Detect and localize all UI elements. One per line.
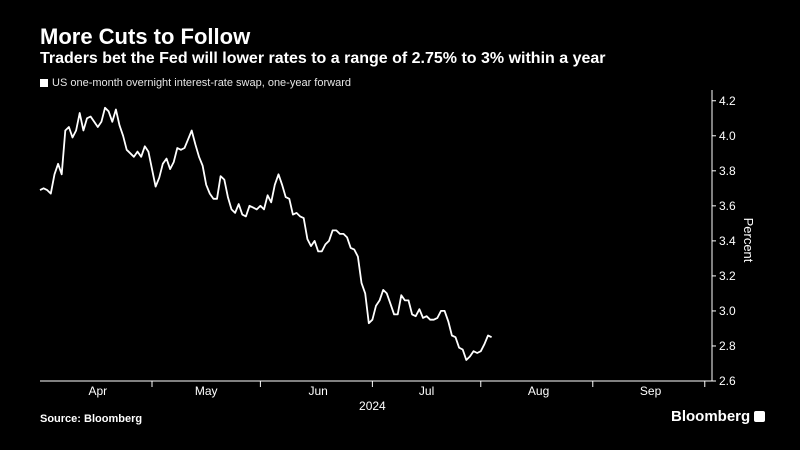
- brand-name: Bloomberg: [671, 408, 751, 425]
- chart-title: More Cuts to Follow: [40, 24, 251, 49]
- x-tick-label: Aug: [528, 384, 549, 398]
- bloomberg-logo: Bloomberg: [671, 408, 766, 425]
- y-tick-label: 3.6: [719, 199, 736, 213]
- y-tick-label: 3.2: [719, 269, 736, 283]
- y-tick-label: 4.0: [719, 129, 736, 143]
- source-note: Source: Bloomberg: [40, 413, 143, 425]
- y-axis: 2.6 2.8 3.0 3.2 3.4 3.6 3.8 4.0 4.2: [711, 90, 736, 388]
- x-axis: Apr May Jun Jul Aug Sep: [40, 380, 712, 398]
- legend-swatch: [40, 79, 48, 87]
- x-tick-label: Sep: [640, 384, 662, 398]
- legend: US one-month overnight interest-rate swa…: [40, 77, 351, 89]
- y-tick-label: 3.8: [719, 164, 736, 178]
- legend-label: US one-month overnight interest-rate swa…: [52, 77, 351, 89]
- y-tick-label: 4.2: [719, 94, 736, 108]
- chart-subtitle: Traders bet the Fed will lower rates to …: [40, 50, 606, 67]
- x-tick-label: May: [195, 384, 218, 398]
- y-tick-label: 3.0: [719, 304, 736, 318]
- y-tick-label: 2.8: [719, 339, 736, 353]
- x-tick-label: Apr: [88, 384, 107, 398]
- y-axis-label: Percent: [741, 218, 756, 263]
- y-tick-label: 3.4: [719, 234, 736, 248]
- y-tick-label: 2.6: [719, 374, 736, 388]
- brand-mark-icon: [754, 411, 766, 422]
- x-tick-label: Jul: [419, 384, 434, 398]
- plot-area: [39, 106, 492, 361]
- x-axis-year-label: 2024: [359, 399, 386, 413]
- series-line: [39, 106, 492, 361]
- x-tick-label: Jun: [309, 384, 328, 398]
